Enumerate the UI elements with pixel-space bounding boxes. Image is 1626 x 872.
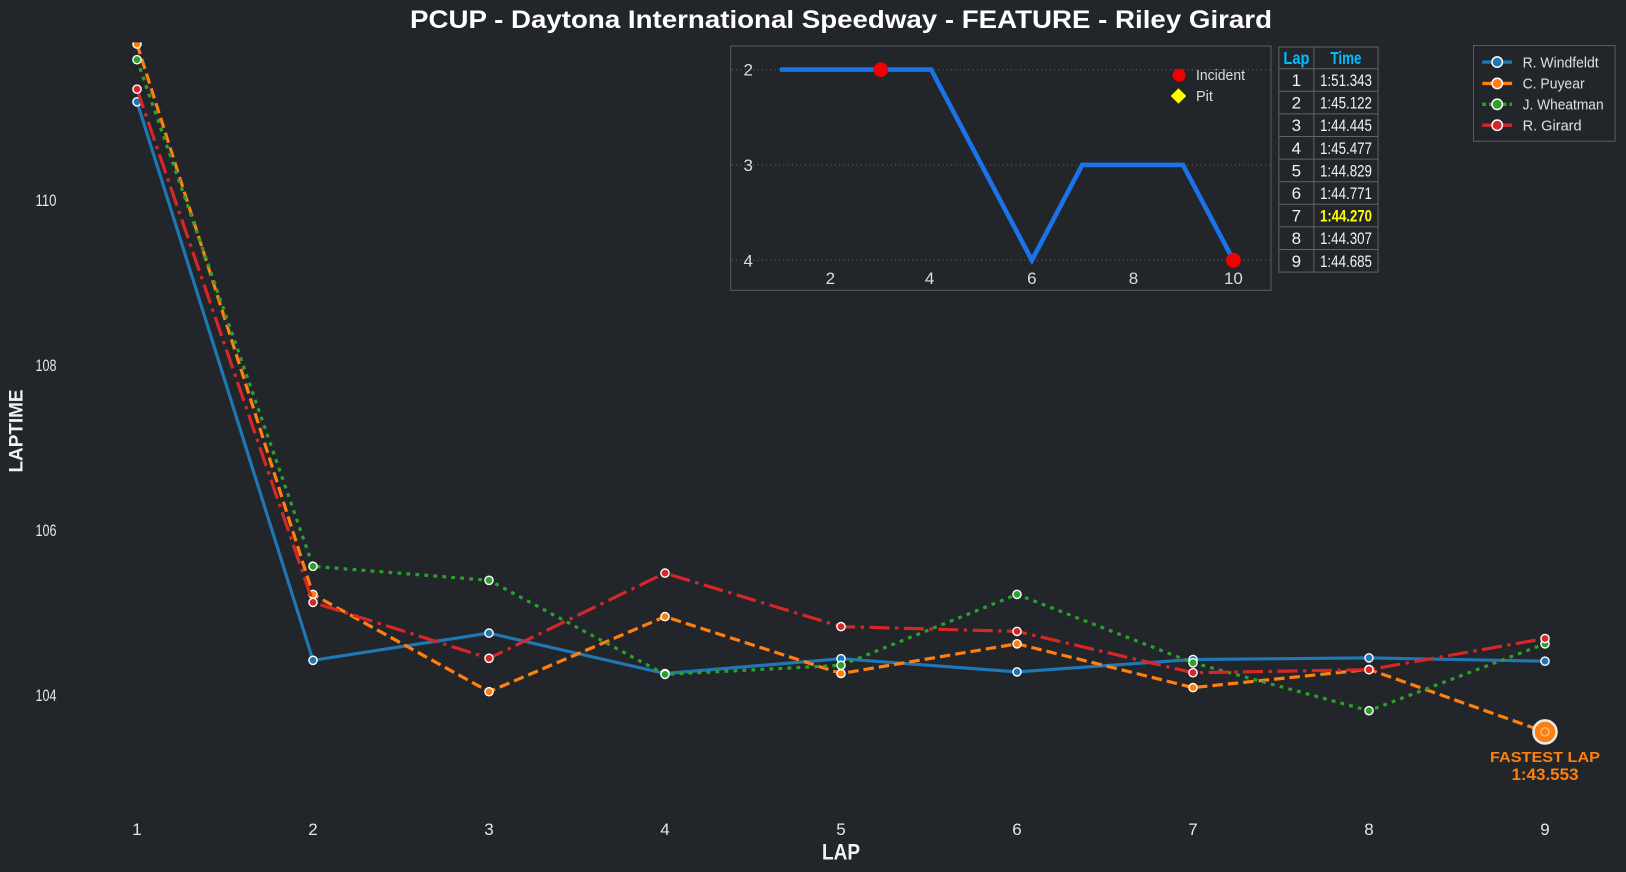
svg-text:10: 10 (1224, 269, 1243, 288)
svg-text:5: 5 (836, 820, 845, 839)
svg-text:4: 4 (925, 269, 934, 288)
svg-text:FASTEST LAP: FASTEST LAP (1490, 750, 1600, 766)
svg-text:1:44.685: 1:44.685 (1320, 252, 1372, 271)
svg-text:1:43.553: 1:43.553 (1511, 765, 1578, 784)
svg-text:1:45.477: 1:45.477 (1320, 139, 1372, 158)
svg-text:3: 3 (744, 156, 753, 175)
svg-text:2: 2 (308, 820, 317, 839)
svg-text:108: 108 (36, 356, 57, 375)
svg-text:7: 7 (1188, 820, 1197, 839)
svg-text:8: 8 (1292, 229, 1301, 248)
svg-text:C. Puyear: C. Puyear (1523, 76, 1585, 93)
svg-text:2: 2 (826, 269, 835, 288)
svg-text:106: 106 (36, 521, 57, 540)
svg-text:Incident: Incident (1196, 68, 1245, 84)
svg-text:Lap: Lap (1283, 48, 1309, 68)
svg-text:1:44.771: 1:44.771 (1320, 184, 1372, 203)
svg-text:J. Wheatman: J. Wheatman (1523, 97, 1604, 114)
svg-text:3: 3 (1292, 116, 1301, 135)
svg-text:R. Girard: R. Girard (1523, 118, 1582, 135)
svg-text:1: 1 (132, 820, 141, 839)
svg-text:110: 110 (36, 191, 57, 210)
svg-text:4: 4 (660, 820, 669, 839)
svg-text:6: 6 (1027, 269, 1036, 288)
svg-text:8: 8 (1129, 269, 1138, 288)
svg-text:8: 8 (1364, 820, 1373, 839)
svg-text:1:45.122: 1:45.122 (1320, 94, 1372, 113)
svg-text:R. Windfeldt: R. Windfeldt (1523, 54, 1600, 71)
svg-text:3: 3 (484, 820, 493, 839)
svg-text:1:44.307: 1:44.307 (1320, 229, 1372, 248)
svg-text:9: 9 (1292, 252, 1301, 271)
svg-text:1: 1 (1292, 71, 1301, 90)
svg-text:7: 7 (1292, 207, 1301, 226)
svg-text:1:44.270: 1:44.270 (1320, 207, 1372, 226)
svg-text:LAPTIME: LAPTIME (7, 390, 28, 473)
svg-text:Time: Time (1331, 48, 1362, 68)
svg-text:PCUP - Daytona International S: PCUP - Daytona International Speedway - … (410, 6, 1272, 34)
svg-text:5: 5 (1292, 161, 1301, 180)
svg-text:6: 6 (1292, 184, 1301, 203)
svg-text:Pit: Pit (1196, 89, 1213, 105)
svg-text:4: 4 (1292, 139, 1301, 158)
svg-text:9: 9 (1540, 820, 1549, 839)
svg-text:LAP: LAP (822, 840, 860, 865)
svg-text:104: 104 (36, 686, 57, 705)
svg-text:6: 6 (1012, 820, 1021, 839)
svg-text:4: 4 (744, 251, 753, 270)
svg-text:1:51.343: 1:51.343 (1320, 71, 1372, 90)
svg-text:2: 2 (744, 61, 753, 80)
svg-text:1:44.445: 1:44.445 (1320, 116, 1372, 135)
svg-text:2: 2 (1292, 94, 1301, 113)
svg-text:1:44.829: 1:44.829 (1320, 161, 1372, 180)
